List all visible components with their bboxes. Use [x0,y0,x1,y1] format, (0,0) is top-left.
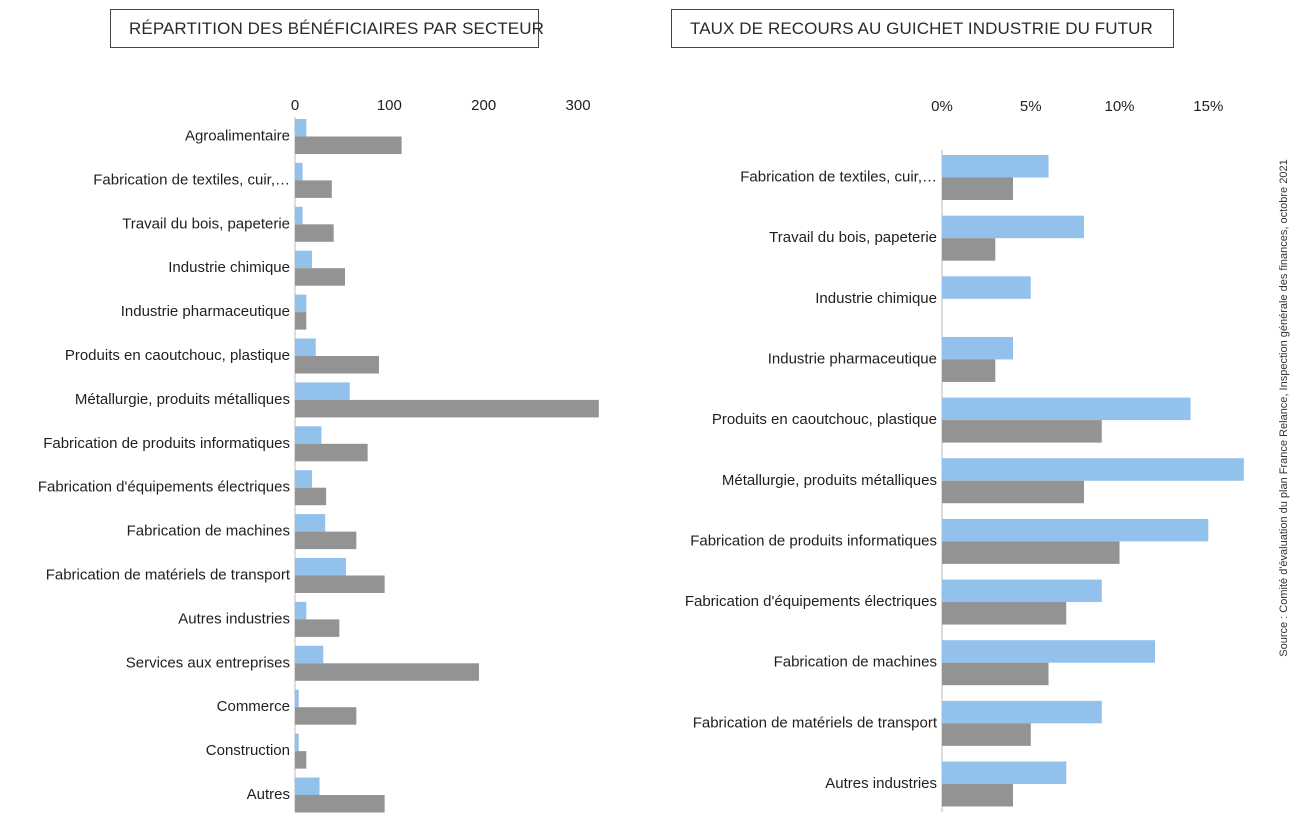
right-bar-series-2 [942,238,996,261]
right-category-label: Produits en caoutchouc, plastique [712,411,937,428]
left-bar-series-1 [295,689,299,708]
right-bar-series-1 [942,700,1102,724]
left-category-label: Fabrication d'équipements électriques [38,479,290,496]
right-bar-series-2 [942,177,1014,200]
left-category-label: Fabrication de matériels de transport [46,567,291,584]
left-category-label: Industrie chimique [168,259,290,276]
left-bar-series-2 [295,575,385,593]
left-category-label: Industrie pharmaceutique [121,303,290,320]
right-bar-series-2 [942,541,1120,564]
right-bar-series-1 [942,336,1014,360]
left-bar-series-1 [295,294,307,313]
left-bar-series-2 [295,487,327,506]
right-bar-series-1 [942,458,1244,481]
left-category-label: Agroalimentaire [185,128,290,145]
left-tick-label: 300 [566,97,591,114]
right-category-label: Fabrication d'équipements électriques [685,593,937,610]
left-tick-label: 100 [377,97,402,114]
right-bar-series-2 [942,480,1085,504]
right-category-label: Fabrication de textiles, cuir,… [740,169,937,186]
left-bar-series-1 [295,645,324,664]
left-bar-series-1 [295,426,322,444]
left-category-label: Commerce [217,698,290,715]
left-category-label: Services aux entreprises [126,654,290,671]
right-category-label: Fabrication de matériels de transport [693,714,938,731]
left-bar-series-2 [295,312,307,330]
left-tick-label: 200 [471,97,496,114]
right-bar-series-2 [942,420,1102,443]
right-bar-series-2 [942,662,1049,686]
left-bar-series-1 [295,382,350,400]
left-bar-series-2 [295,751,307,769]
right-bar-series-1 [942,215,1085,239]
left-bar-series-2 [295,268,346,286]
left-category-label: Construction [206,742,290,759]
left-bar-series-1 [295,119,307,137]
right-bar-series-1 [942,397,1191,421]
right-category-label: Industrie chimique [815,290,937,307]
left-category-label: Produits en caoutchouc, plastique [65,347,290,364]
right-tick-label: 15% [1193,98,1223,115]
left-category-label: Autres industries [178,610,290,627]
right-bar-series-1 [942,579,1102,603]
left-bar-series-2 [295,136,402,154]
right-category-label: Industrie pharmaceutique [768,350,937,367]
left-category-label: Autres [247,786,290,803]
left-bar-series-1 [295,733,299,752]
right-bar-series-1 [942,155,1049,178]
left-bar-series-2 [295,795,385,813]
right-bar-series-1 [942,761,1067,784]
left-category-label: Travail du bois, papeterie [122,215,290,232]
right-category-label: Travail du bois, papeterie [769,229,937,246]
left-bar-series-2 [295,180,332,198]
right-category-label: Fabrication de machines [774,654,937,671]
right-bar-series-1 [942,276,1031,299]
left-bar-series-1 [295,250,312,269]
left-tick-label: 0 [291,97,299,114]
left-bar-series-2 [295,619,340,637]
chart-title-right: TAUX DE RECOURS AU GUICHET INDUSTRIE DU … [671,9,1174,48]
left-category-label: Métallurgie, produits métalliques [75,391,290,408]
right-tick-label: 10% [1105,98,1135,115]
left-category-label: Fabrication de textiles, cuir,… [93,171,290,188]
left-bar-series-1 [295,777,320,795]
left-bar-series-2 [295,399,599,418]
left-bar-series-2 [295,224,334,242]
right-category-label: Métallurgie, produits métalliques [722,472,937,489]
left-bar-series-2 [295,531,357,550]
right-bar-series-2 [942,723,1031,746]
left-bar-series-1 [295,601,307,620]
left-bar-series-1 [295,470,312,488]
right-category-label: Autres industries [825,775,937,792]
left-bar-series-1 [295,514,326,532]
left-bar-series-2 [295,707,357,725]
right-bar-series-2 [942,602,1067,625]
left-category-label: Fabrication de produits informatiques [43,435,290,452]
right-bar-series-2 [942,784,1014,807]
chart-title-left: RÉPARTITION DES BÉNÉFICIAIRES PAR SECTEU… [110,9,544,48]
right-category-label: Fabrication de produits informatiques [690,532,937,549]
left-bar-series-2 [295,443,368,462]
left-bar-series-1 [295,338,316,356]
source-note: Source : Comité d'évaluation du plan Fra… [1278,159,1290,657]
left-category-label: Fabrication de machines [127,523,290,540]
right-bar-series-1 [942,518,1209,542]
left-bar-series-1 [295,558,346,576]
right-tick-label: 0% [931,98,953,115]
left-bar-series-2 [295,356,379,374]
right-bar-series-2 [942,359,996,382]
left-bar-series-1 [295,162,303,181]
left-bar-series-2 [295,663,479,681]
left-bar-series-1 [295,206,303,225]
right-bar-series-1 [942,640,1156,663]
right-tick-label: 5% [1020,98,1042,115]
